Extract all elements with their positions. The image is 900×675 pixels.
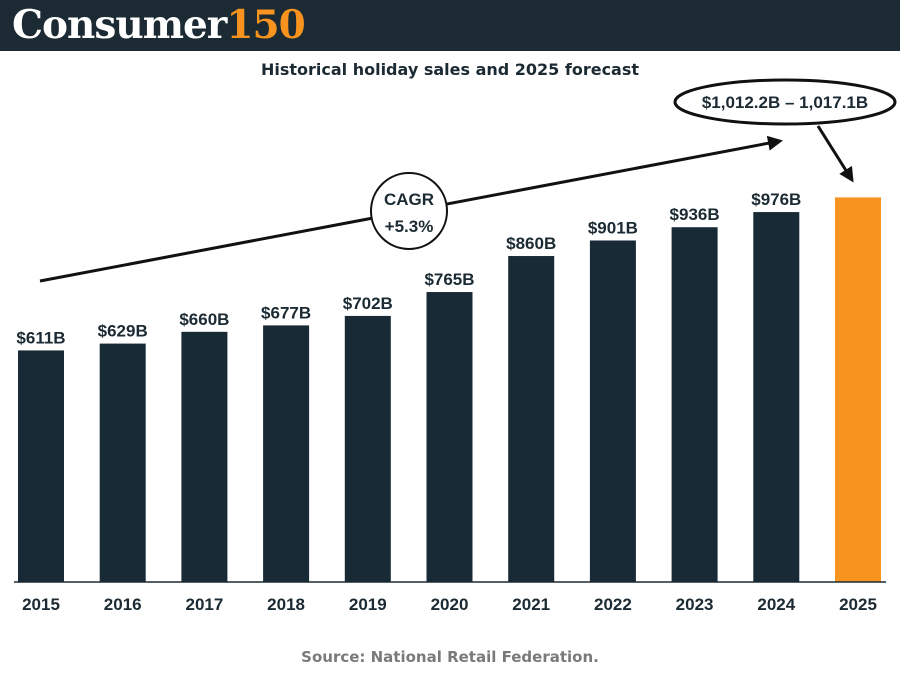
- x-tick-label-2022: 2022: [594, 595, 632, 614]
- value-label-2019: $702B: [343, 294, 393, 313]
- forecast-arrow: [816, 125, 854, 183]
- x-tick-label-2023: 2023: [676, 595, 714, 614]
- forecast-callout: $1,012.2B – 1,017.1B: [673, 78, 897, 183]
- value-label-2015: $611B: [16, 328, 65, 347]
- forecast-range-label: $1,012.2B – 1,017.1B: [702, 93, 868, 112]
- cagr-trend: CAGR +5.3%: [39, 135, 783, 283]
- bar-2018: [263, 325, 310, 582]
- source-note: Source: National Retail Federation.: [301, 648, 599, 666]
- bar-2016: [99, 343, 146, 582]
- value-label-2024: $976B: [751, 190, 801, 209]
- cagr-label: CAGR: [384, 190, 434, 209]
- value-label-2017: $660B: [179, 310, 229, 329]
- brand-logo: Consumer150: [12, 2, 306, 48]
- cagr-value: +5.3%: [385, 217, 434, 236]
- chart-title: Historical holiday sales and 2025 foreca…: [260, 60, 640, 79]
- brand-name: Consumer: [12, 2, 227, 48]
- brand-number: 150: [226, 2, 305, 48]
- bar-2017: [181, 331, 228, 582]
- x-tick-label-2024: 2024: [757, 595, 795, 614]
- value-label-2022: $901B: [588, 218, 638, 237]
- x-tick-label-2018: 2018: [267, 595, 305, 614]
- bar-2024: [753, 212, 800, 582]
- bar-2023: [671, 227, 718, 582]
- x-tick-label-2015: 2015: [22, 595, 60, 614]
- bar-2022: [589, 240, 636, 582]
- value-label-2016: $629B: [98, 322, 148, 341]
- x-tick-label-2025: 2025: [839, 595, 877, 614]
- value-label-2020: $765B: [424, 270, 474, 289]
- x-tick-label-2021: 2021: [512, 595, 550, 614]
- bars-group: $611B 2015 $629B 2016 $660B 2017 $677B 2018 $702…: [16, 190, 881, 614]
- bar-2021: [508, 256, 555, 582]
- x-tick-label-2017: 2017: [185, 595, 223, 614]
- x-tick-label-2019: 2019: [349, 595, 387, 614]
- header-bar: Consumer150: [0, 0, 900, 51]
- forecast-ellipse: [673, 78, 897, 126]
- value-label-2021: $860B: [506, 234, 556, 253]
- value-label-2018: $677B: [261, 303, 311, 322]
- cagr-circle: [370, 172, 448, 250]
- bar-2019: [344, 315, 391, 582]
- bar-2020: [426, 292, 473, 582]
- x-tick-label-2016: 2016: [104, 595, 142, 614]
- x-tick-label-2020: 2020: [431, 595, 469, 614]
- value-label-2023: $936B: [670, 205, 720, 224]
- bar-chart: $611B 2015 $629B 2016 $660B 2017 $677B 2018 $702…: [14, 78, 897, 614]
- bar-forecast-2025: [835, 197, 881, 582]
- bar-2015: [18, 350, 64, 582]
